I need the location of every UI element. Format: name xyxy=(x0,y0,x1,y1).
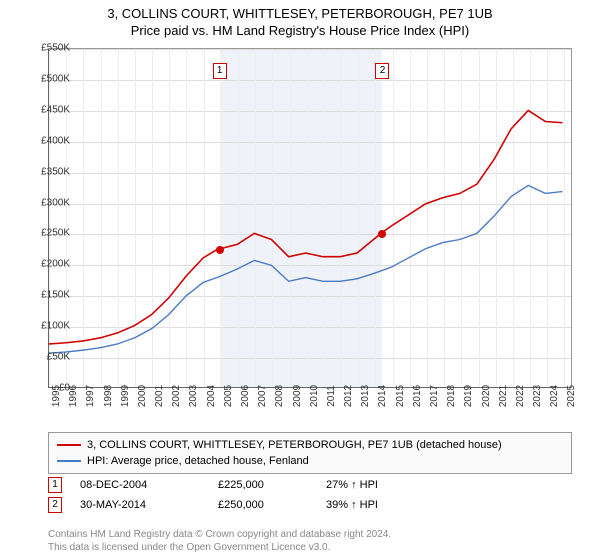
y-tick-label: £100K xyxy=(30,321,70,332)
x-tick-label: 2021 xyxy=(498,385,509,407)
x-tick-label: 2018 xyxy=(446,385,457,407)
x-tick-label: 2008 xyxy=(274,385,285,407)
line-svg xyxy=(49,49,571,387)
legend-swatch-hpi xyxy=(57,460,81,462)
x-tick-label: 2015 xyxy=(395,385,406,407)
x-tick-label: 1999 xyxy=(120,385,131,407)
y-tick-label: £550K xyxy=(30,43,70,54)
sale-dot xyxy=(378,230,386,238)
legend-swatch-property xyxy=(57,444,81,446)
x-axis-labels: 1995 1996 1997 1998 1999 2000 2001 2002 2003 2004… xyxy=(48,388,572,428)
y-tick-label: £500K xyxy=(30,73,70,84)
sale-marker: 1 xyxy=(213,63,227,79)
sale-row-1: 1 08-DEC-2004 £225,000 27% ↑ HPI xyxy=(48,475,572,495)
sale-price-1: £225,000 xyxy=(218,479,308,491)
x-tick-label: 2022 xyxy=(515,385,526,407)
y-tick-label: £250K xyxy=(30,228,70,239)
sale-price-2: £250,000 xyxy=(218,499,308,511)
x-tick-label: 2001 xyxy=(154,385,165,407)
x-tick-label: 2003 xyxy=(188,385,199,407)
series-hpi xyxy=(49,185,562,353)
x-tick-label: 2004 xyxy=(206,385,217,407)
x-tick-label: 2005 xyxy=(223,385,234,407)
x-tick-label: 2009 xyxy=(292,385,303,407)
footer: Contains HM Land Registry data © Crown c… xyxy=(48,528,391,554)
legend-row-property: 3, COLLINS COURT, WHITTLESEY, PETERBOROU… xyxy=(57,437,563,453)
x-tick-label: 2024 xyxy=(549,385,560,407)
sales-table: 1 08-DEC-2004 £225,000 27% ↑ HPI 2 30-MA… xyxy=(48,475,572,515)
sale-marker: 2 xyxy=(375,63,389,79)
y-tick-label: £350K xyxy=(30,166,70,177)
x-tick-label: 1998 xyxy=(103,385,114,407)
sale-date-2: 30-MAY-2014 xyxy=(80,499,200,511)
x-tick-label: 2017 xyxy=(429,385,440,407)
x-tick-label: 2014 xyxy=(377,385,388,407)
sale-date-1: 08-DEC-2004 xyxy=(80,479,200,491)
x-tick-label: 2016 xyxy=(412,385,423,407)
sale-number-2: 2 xyxy=(48,497,62,513)
footer-line2: This data is licensed under the Open Gov… xyxy=(48,541,391,554)
x-tick-label: 2013 xyxy=(360,385,371,407)
sale-pct-2: 39% ↑ HPI xyxy=(326,499,426,511)
x-tick-label: 2020 xyxy=(481,385,492,407)
y-tick-label: £400K xyxy=(30,135,70,146)
footer-line1: Contains HM Land Registry data © Crown c… xyxy=(48,528,391,541)
sale-row-2: 2 30-MAY-2014 £250,000 39% ↑ HPI xyxy=(48,495,572,515)
chart-area: 12 xyxy=(48,48,572,388)
x-tick-label: 2025 xyxy=(566,385,577,407)
legend-label-property: 3, COLLINS COURT, WHITTLESEY, PETERBOROU… xyxy=(87,439,502,451)
series-property xyxy=(49,110,562,344)
y-tick-label: £450K xyxy=(30,104,70,115)
x-tick-label: 1995 xyxy=(51,385,62,407)
x-tick-label: 2007 xyxy=(257,385,268,407)
y-tick-label: £50K xyxy=(30,352,70,363)
y-tick-label: £200K xyxy=(30,259,70,270)
x-tick-label: 2006 xyxy=(240,385,251,407)
title-line1: 3, COLLINS COURT, WHITTLESEY, PETERBOROU… xyxy=(0,6,600,21)
x-tick-label: 2000 xyxy=(137,385,148,407)
x-tick-label: 2002 xyxy=(171,385,182,407)
y-tick-label: £300K xyxy=(30,197,70,208)
sale-dot xyxy=(216,246,224,254)
x-tick-label: 2012 xyxy=(343,385,354,407)
x-tick-label: 2019 xyxy=(463,385,474,407)
chart-container: 3, COLLINS COURT, WHITTLESEY, PETERBOROU… xyxy=(0,0,600,560)
y-tick-label: £150K xyxy=(30,290,70,301)
legend-label-hpi: HPI: Average price, detached house, Fenl… xyxy=(87,455,309,467)
x-tick-label: 2011 xyxy=(326,385,337,407)
chart-plot: 12 xyxy=(48,49,571,388)
x-tick-label: 2023 xyxy=(532,385,543,407)
x-tick-label: 2010 xyxy=(309,385,320,407)
legend-row-hpi: HPI: Average price, detached house, Fenl… xyxy=(57,453,563,469)
x-tick-label: 1997 xyxy=(85,385,96,407)
sale-number-1: 1 xyxy=(48,477,62,493)
title-block: 3, COLLINS COURT, WHITTLESEY, PETERBOROU… xyxy=(0,0,600,40)
sale-pct-1: 27% ↑ HPI xyxy=(326,479,426,491)
x-tick-label: 1996 xyxy=(68,385,79,407)
title-line2: Price paid vs. HM Land Registry's House … xyxy=(0,23,600,38)
legend: 3, COLLINS COURT, WHITTLESEY, PETERBOROU… xyxy=(48,432,572,474)
